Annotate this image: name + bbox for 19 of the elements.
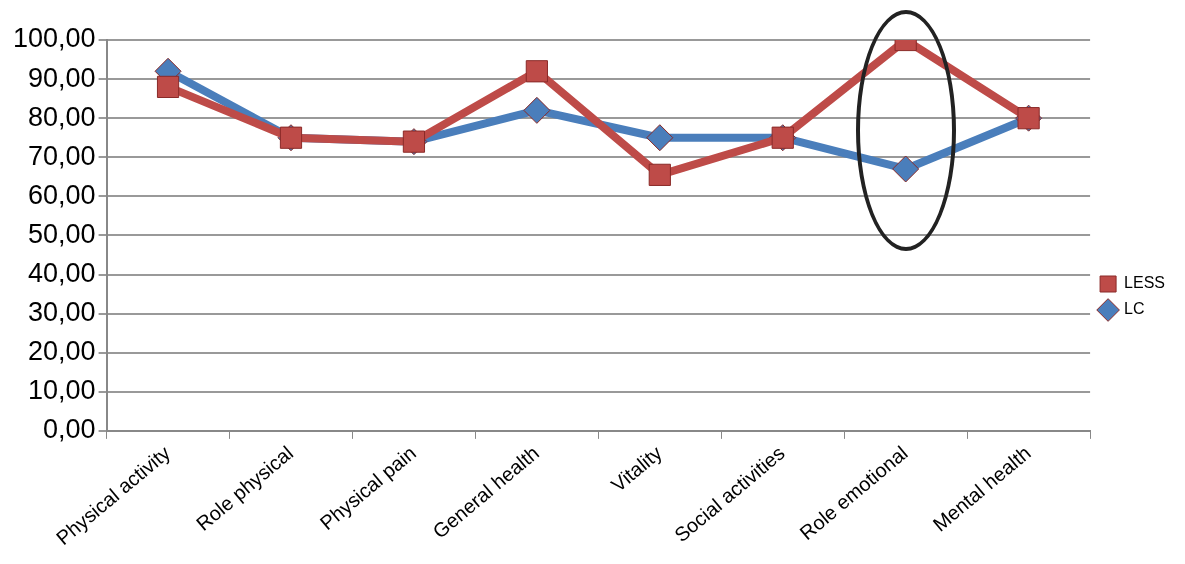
point [525,60,548,83]
point [646,124,674,152]
y-tick-label: 90,00 [28,62,96,93]
point [648,163,671,186]
y-tick-label: 10,00 [28,375,96,406]
y-tick-label: 30,00 [28,297,96,328]
legend-label: LC [1124,300,1145,318]
legend-label: LESS [1124,274,1166,292]
y-tick-label: 0,00 [43,414,96,445]
y-tick-label: 80,00 [28,101,96,132]
y-tick-label: 20,00 [28,336,96,367]
y-tick-label: 70,00 [28,140,96,171]
y-tick-label: 50,00 [28,218,96,249]
point [523,96,551,124]
y-tick-label: 60,00 [28,179,96,210]
point [156,75,180,99]
point [892,155,920,183]
y-tick-label: 40,00 [28,257,96,288]
y-tick-label: 100,00 [12,23,96,54]
